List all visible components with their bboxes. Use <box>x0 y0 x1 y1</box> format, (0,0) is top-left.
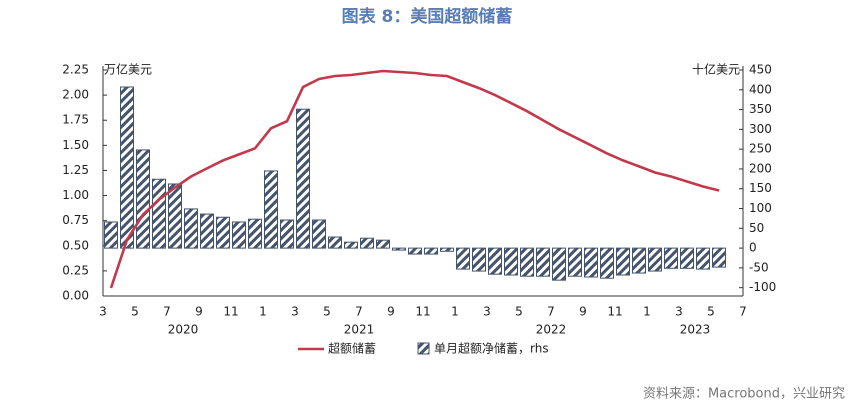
x-tick-label: 11 <box>223 305 238 319</box>
source: 资料来源：Macrobond，兴业研究 <box>643 387 845 402</box>
bar <box>376 239 390 249</box>
bar <box>440 247 454 252</box>
bar <box>120 86 134 249</box>
y-tick-label: 1.50 <box>62 138 89 152</box>
bar <box>152 178 166 249</box>
x-tick-label: 7 <box>163 305 171 319</box>
bar <box>488 247 502 275</box>
bar <box>296 108 310 249</box>
chart-title: 图表 8：美国超额储蓄 <box>342 6 513 27</box>
bar <box>216 216 230 249</box>
bar <box>344 241 358 249</box>
bar <box>200 213 214 249</box>
y2-tick-label: 250 <box>749 142 772 156</box>
y2-tick-label: 150 <box>749 181 772 195</box>
y-tick-label: 0.75 <box>62 213 89 227</box>
y2-tick-label: 0 <box>749 241 757 255</box>
y2-tick-label: -50 <box>749 260 769 274</box>
y2-tick-label: -100 <box>749 280 776 294</box>
bar <box>248 218 262 249</box>
x-tick-label: 3 <box>483 305 491 319</box>
x-tick-label: 11 <box>607 305 622 319</box>
legend-label: 单月超额净储蓄，rhs <box>434 341 549 356</box>
bar <box>504 247 518 276</box>
bar <box>328 236 342 249</box>
x-tick-label: 1 <box>451 305 459 319</box>
bar <box>312 219 326 249</box>
y-tick-label: 1.25 <box>62 163 89 177</box>
legend-label: 超额储蓄 <box>328 341 376 356</box>
x-tick-label: 9 <box>387 305 395 319</box>
y-tick-label: 0.00 <box>62 289 89 303</box>
x-tick-label: 11 <box>415 305 430 319</box>
bar <box>568 247 582 277</box>
year-label: 2022 <box>536 323 567 337</box>
bar <box>104 221 118 249</box>
y-tick-label: 1.00 <box>62 188 89 202</box>
x-tick-label: 5 <box>131 305 139 319</box>
bar <box>536 247 550 277</box>
line <box>109 69 720 289</box>
bar <box>648 247 662 272</box>
y-tick-label: 1.75 <box>62 113 89 127</box>
x-tick-label: 1 <box>643 305 651 319</box>
bar <box>280 219 294 249</box>
legend-swatch <box>417 342 430 355</box>
x-tick-label: 9 <box>195 305 203 319</box>
y-tick-label: 2.00 <box>62 88 89 102</box>
bar <box>360 237 374 249</box>
bar <box>264 170 278 249</box>
y2-tick-label: 50 <box>749 221 764 235</box>
bar <box>680 247 694 269</box>
y-tick-label: 0.25 <box>62 263 89 277</box>
x-tick-label: 5 <box>515 305 523 319</box>
x-tick-label: 3 <box>291 305 299 319</box>
x-tick-label: 1 <box>259 305 267 319</box>
bar <box>600 247 614 279</box>
y2-tick-label: 200 <box>749 161 772 175</box>
bar <box>696 247 710 270</box>
bar <box>168 183 182 249</box>
bar <box>392 247 406 251</box>
y2-tick-label: 100 <box>749 201 772 215</box>
year-label: 2020 <box>168 323 199 337</box>
bar <box>232 221 246 249</box>
y2-tick-label: 450 <box>749 63 772 77</box>
bar <box>424 247 438 255</box>
bar <box>584 247 598 278</box>
y2-unit: 十亿美元 <box>692 62 740 77</box>
x-tick-label: 9 <box>579 305 587 319</box>
bar <box>712 247 726 268</box>
x-tick-label: 7 <box>547 305 555 319</box>
bar <box>520 247 534 277</box>
year-label: 2023 <box>680 323 711 337</box>
y-tick-label: 0.50 <box>62 238 89 252</box>
y-unit: 万亿美元 <box>104 62 152 77</box>
bar <box>616 247 630 276</box>
x-tick-label: 5 <box>707 305 715 319</box>
bar <box>136 149 150 249</box>
bar <box>408 247 422 255</box>
x-tick-label: 7 <box>739 305 747 319</box>
y-tick-label: 2.25 <box>62 63 89 77</box>
y2-tick-label: 300 <box>749 122 772 136</box>
bar <box>632 247 646 274</box>
y2-tick-label: 350 <box>749 102 772 116</box>
x-tick-label: 3 <box>99 305 107 319</box>
bar <box>184 208 198 249</box>
year-label: 2021 <box>344 323 375 337</box>
bar <box>664 247 678 269</box>
bar <box>552 247 566 281</box>
y2-tick-label: 400 <box>749 82 772 96</box>
x-tick-label: 7 <box>355 305 363 319</box>
x-tick-label: 5 <box>323 305 331 319</box>
bar <box>456 247 470 270</box>
bar <box>472 247 486 272</box>
x-tick-label: 3 <box>675 305 683 319</box>
